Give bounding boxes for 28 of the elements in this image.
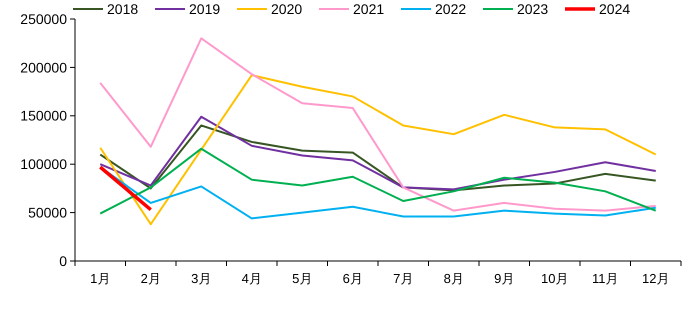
x-tick-label: 12月 <box>642 271 670 286</box>
x-tick-label: 6月 <box>342 271 363 286</box>
x-tick-label: 7月 <box>393 271 414 286</box>
x-tick-label: 4月 <box>242 271 262 286</box>
legend-label: 2020 <box>271 0 302 17</box>
x-tick-label: 11月 <box>592 271 618 286</box>
y-tick-label: 150000 <box>20 108 68 124</box>
legend-label: 2019 <box>189 0 220 17</box>
y-tick-label: 250000 <box>20 10 68 27</box>
x-tick-label: 8月 <box>444 271 464 286</box>
line-series <box>99 148 657 215</box>
x-tick-label: 10月 <box>541 271 568 286</box>
line-series <box>99 37 657 212</box>
legend-label: 2018 <box>107 0 138 17</box>
x-tick-label: 9月 <box>494 271 514 286</box>
line-series <box>99 74 657 226</box>
x-tick-label: 2月 <box>140 271 161 286</box>
legend-label: 2023 <box>517 0 548 17</box>
y-tick-label: 50000 <box>28 204 68 220</box>
y-tick-label: 200000 <box>20 59 68 76</box>
x-tick-label: 3月 <box>191 271 212 286</box>
y-tick-label: 0 <box>59 252 68 269</box>
legend-label: 2022 <box>435 0 466 17</box>
x-tick-label: 1月 <box>90 271 110 286</box>
legend-label: 2024 <box>599 0 630 17</box>
legend-label: 2021 <box>353 0 384 17</box>
y-tick-label: 100000 <box>20 156 68 172</box>
x-tick-label: 5月 <box>292 271 312 286</box>
